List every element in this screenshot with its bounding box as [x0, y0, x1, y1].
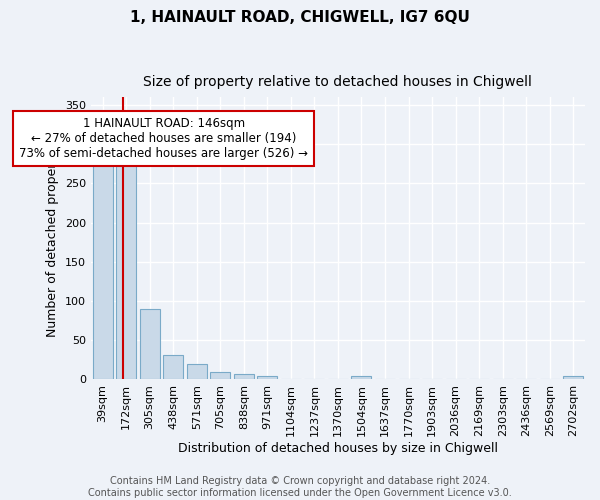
X-axis label: Distribution of detached houses by size in Chigwell: Distribution of detached houses by size … — [178, 442, 498, 455]
Bar — [163, 355, 183, 380]
Bar — [352, 376, 371, 380]
Bar — [210, 372, 230, 380]
Text: Contains HM Land Registry data © Crown copyright and database right 2024.
Contai: Contains HM Land Registry data © Crown c… — [88, 476, 512, 498]
Bar — [234, 374, 254, 380]
Text: 1 HAINAULT ROAD: 146sqm
← 27% of detached houses are smaller (194)
73% of semi-d: 1 HAINAULT ROAD: 146sqm ← 27% of detache… — [19, 116, 308, 160]
Bar — [140, 309, 160, 380]
Bar — [187, 364, 207, 380]
Bar — [257, 376, 277, 380]
Bar — [116, 152, 136, 380]
Bar — [92, 160, 113, 380]
Title: Size of property relative to detached houses in Chigwell: Size of property relative to detached ho… — [143, 75, 532, 89]
Bar — [563, 376, 583, 380]
Text: 1, HAINAULT ROAD, CHIGWELL, IG7 6QU: 1, HAINAULT ROAD, CHIGWELL, IG7 6QU — [130, 10, 470, 25]
Y-axis label: Number of detached properties: Number of detached properties — [46, 140, 59, 337]
